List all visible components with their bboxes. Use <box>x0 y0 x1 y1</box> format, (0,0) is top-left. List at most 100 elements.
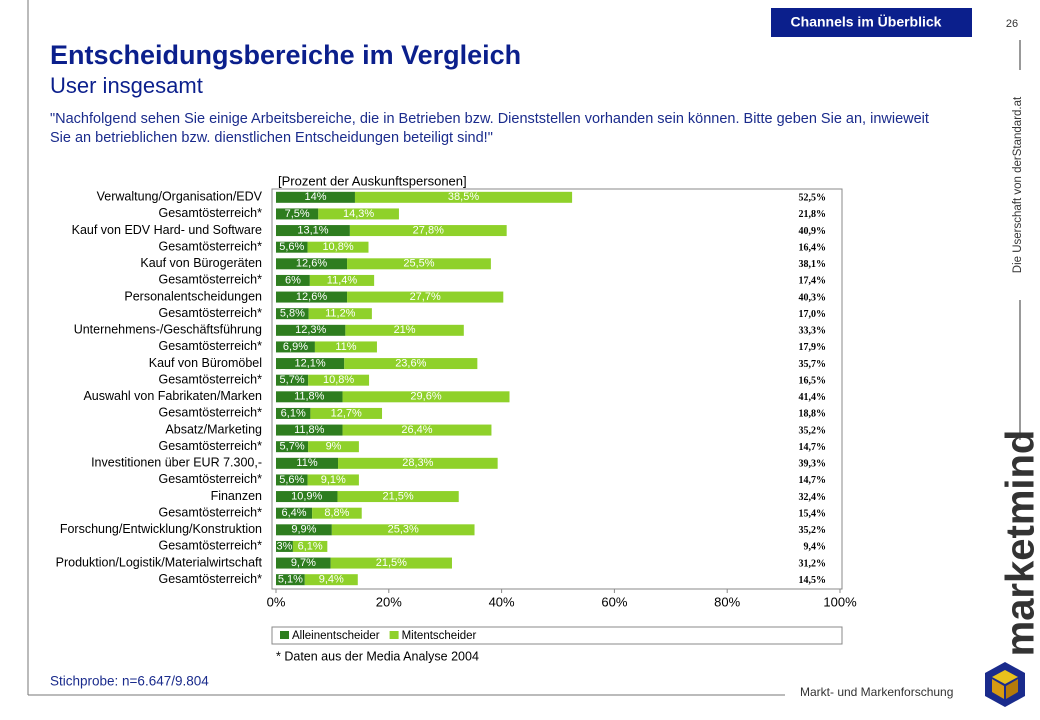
bar-segment <box>307 474 359 486</box>
total-label: 16,4% <box>799 242 827 253</box>
question: "Nachfolgend sehen Sie einige Arbeitsber… <box>50 111 929 146</box>
bar-segment <box>347 258 491 270</box>
bar-label: 9,9% <box>291 524 316 536</box>
bar-segment <box>309 274 375 286</box>
category-label: Auswahl von Fabrikaten/Marken <box>83 389 262 403</box>
category-label: Gesamtösterreich* <box>158 472 262 486</box>
bar-label: 11% <box>335 341 356 353</box>
bar-label: 38,5% <box>448 191 479 203</box>
tagline: Markt- und Markenforschung <box>800 685 953 699</box>
total-label: 35,7% <box>799 359 827 370</box>
bar-label: 6% <box>285 274 301 286</box>
bar-label: 11% <box>296 457 317 469</box>
bar-label: 6,1% <box>281 407 306 419</box>
page-number: 26 <box>1006 18 1018 30</box>
total-label: 17,9% <box>799 342 827 353</box>
bar-segment <box>276 424 343 436</box>
bar-label: 25,3% <box>388 524 419 536</box>
total-label: 33,3% <box>799 326 827 337</box>
total-label: 40,9% <box>799 226 827 237</box>
plot-area <box>271 188 843 590</box>
bar-label: 6,4% <box>282 507 307 519</box>
x-tick-label: 100% <box>823 594 857 609</box>
category-label: Kauf von Büromöbel <box>149 356 262 370</box>
total-label: 17,0% <box>799 309 827 320</box>
bar-label: 14,3% <box>343 208 374 220</box>
bar-label: 10,8% <box>323 374 354 386</box>
bar-label: 12,1% <box>295 357 326 369</box>
bar-segment <box>276 341 315 353</box>
total-label: 15,4% <box>799 508 827 519</box>
bar-segment <box>276 324 346 336</box>
bar-segment <box>276 407 311 419</box>
bar-segment <box>276 574 305 586</box>
bar-segment <box>308 441 359 453</box>
x-tick-label: 80% <box>714 594 740 609</box>
bar-segment <box>337 491 459 503</box>
category-label: Gesamtösterreich* <box>158 505 262 519</box>
total-label: 40,3% <box>799 292 827 303</box>
bar-label: 5,1% <box>278 574 303 586</box>
bar-label: 5,6% <box>279 241 304 253</box>
bar-segment <box>276 291 348 303</box>
bar-segment <box>330 557 452 569</box>
total-label: 9,4% <box>804 542 827 553</box>
bar-segment <box>310 407 383 419</box>
category-label: Gesamtösterreich* <box>158 339 262 353</box>
bar-segment <box>312 507 362 519</box>
bar-label: 5,6% <box>279 474 304 486</box>
bar-label: 26,4% <box>401 424 432 436</box>
bar-label: 12,6% <box>296 258 327 270</box>
bar-segment <box>276 524 332 536</box>
source: Die Userschaft von derStandard.at <box>1012 96 1024 273</box>
bar-label: 5,7% <box>280 441 305 453</box>
total-label: 31,2% <box>799 558 827 569</box>
bar-label: 10,8% <box>322 241 353 253</box>
bar-label: 13,1% <box>297 224 328 236</box>
total-label: 14,7% <box>799 442 827 453</box>
bar-segment <box>276 540 293 552</box>
bar-label: 10,9% <box>291 490 322 502</box>
bar-label: 11,4% <box>327 274 358 286</box>
category-label: Verwaltung/Organisation/EDV <box>97 190 263 204</box>
bar-segment <box>276 191 355 203</box>
bar-label: 23,6% <box>395 357 426 369</box>
bar-label: 9,4% <box>319 574 344 586</box>
bar-segment <box>276 258 348 270</box>
bar-segment <box>304 574 358 586</box>
x-tick-label: 40% <box>489 594 515 609</box>
category-label: Gesamtösterreich* <box>158 273 262 287</box>
category-label: Produktion/Logistik/Materialwirtschaft <box>56 555 263 569</box>
bar-label: 9,7% <box>291 557 316 569</box>
tab <box>771 8 972 37</box>
bar-label: 9,1% <box>321 474 346 486</box>
bar-label: 21,5% <box>383 490 414 502</box>
category-label: Gesamtösterreich* <box>158 372 262 386</box>
bar-segment <box>276 308 309 320</box>
bar-segment <box>308 308 372 320</box>
bar-label: 12,6% <box>296 291 327 303</box>
bar-label: 25,5% <box>403 258 434 270</box>
total-label: 35,2% <box>799 525 827 536</box>
total-label: 38,1% <box>799 259 827 270</box>
bar-label: 5,8% <box>280 308 305 320</box>
category-label: Unternehmens-/Geschäftsführung <box>74 323 262 337</box>
bar-label: 11,2% <box>325 308 356 320</box>
x-tick-label: 20% <box>376 594 402 609</box>
category-label: Gesamtösterreich* <box>158 572 262 586</box>
total-label: 39,3% <box>799 459 827 470</box>
bar-label: 7,5% <box>285 208 310 220</box>
bar-label: 9% <box>326 441 342 453</box>
axis-note: [Prozent der Auskunftspersonen] <box>278 173 467 188</box>
bar-segment <box>276 557 331 569</box>
total-label: 52,5% <box>799 193 827 204</box>
bar-label: 6,1% <box>298 540 323 552</box>
bar-segment <box>276 457 339 469</box>
bar-label: 11,8% <box>294 424 325 436</box>
bar-label: 29,6% <box>410 391 441 403</box>
total-label: 35,2% <box>799 425 827 436</box>
bar-segment <box>276 441 309 453</box>
bar-segment <box>276 358 345 370</box>
